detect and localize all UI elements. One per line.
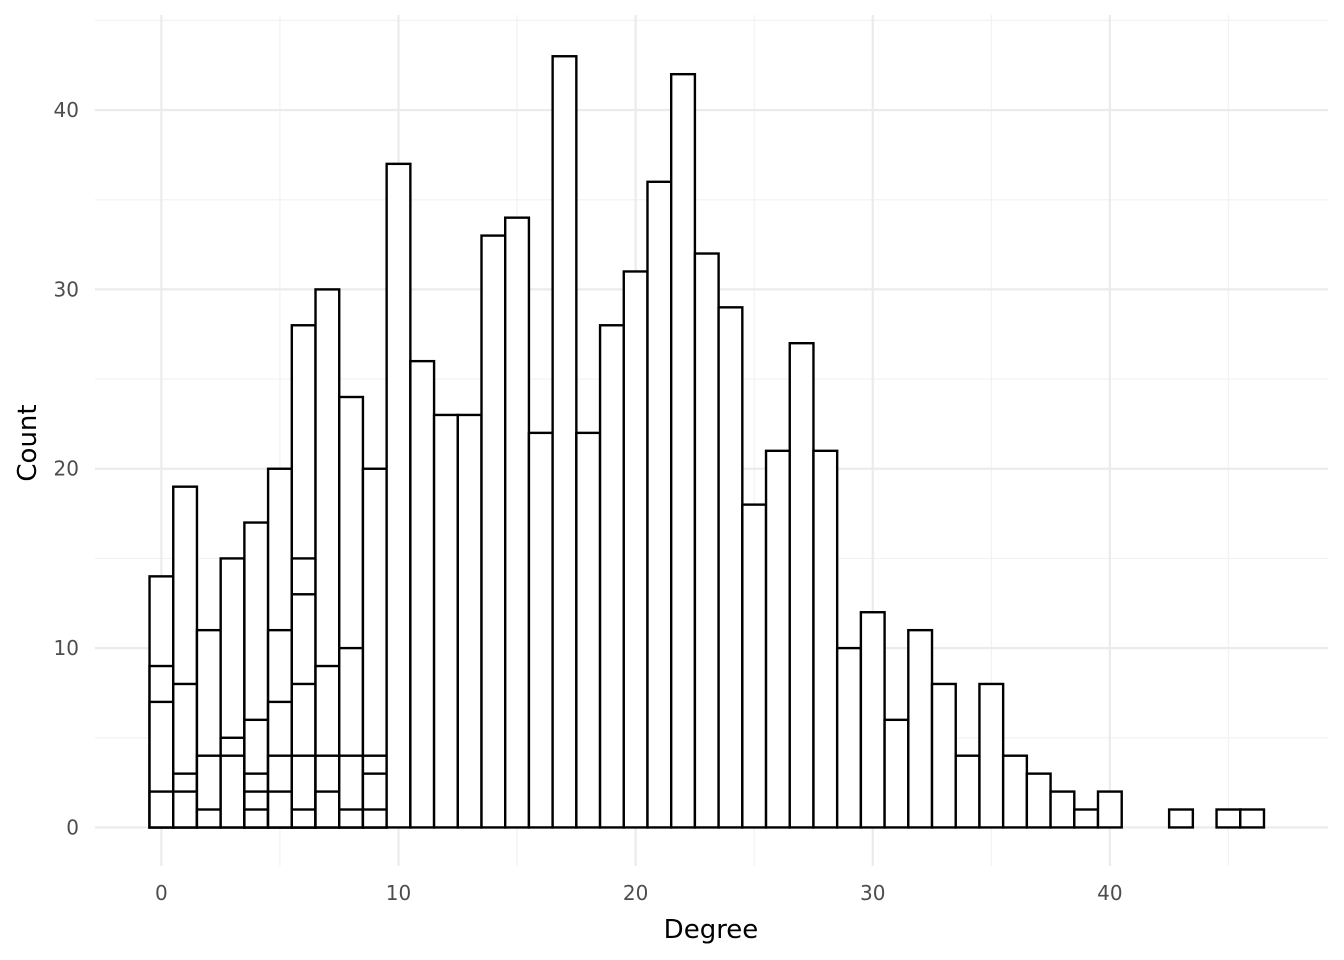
histogram-bar bbox=[266, 790, 294, 829]
histogram-bar bbox=[1073, 808, 1100, 829]
x-axis-title: Degree bbox=[664, 915, 759, 945]
histogram-bar bbox=[551, 55, 578, 829]
histogram-bar bbox=[361, 808, 388, 829]
histogram-bar bbox=[385, 162, 412, 829]
histogram-bar bbox=[788, 342, 815, 829]
histogram-bar bbox=[456, 413, 483, 829]
histogram-bar bbox=[954, 754, 981, 829]
histogram-bar bbox=[883, 718, 910, 829]
y-tick-label: 20 bbox=[54, 457, 79, 481]
histogram-bar bbox=[1239, 808, 1266, 829]
histogram-bar bbox=[148, 790, 175, 829]
histogram-bar bbox=[741, 503, 768, 829]
histogram-bar bbox=[622, 270, 649, 829]
x-tick-label: 40 bbox=[1097, 881, 1122, 905]
histogram-bar bbox=[907, 628, 934, 829]
histogram-bar bbox=[195, 808, 222, 829]
histogram-bar bbox=[717, 306, 744, 829]
histogram-bar bbox=[598, 324, 625, 829]
histogram-bar bbox=[409, 359, 436, 829]
histogram-bar bbox=[835, 646, 863, 829]
histogram-bar bbox=[219, 754, 246, 829]
histogram-bars bbox=[148, 55, 1266, 829]
histogram-bar bbox=[1215, 808, 1242, 829]
histogram-bar bbox=[172, 790, 199, 829]
y-tick-label: 40 bbox=[54, 98, 79, 122]
y-axis-tick-labels: 0 10 20 30 40 bbox=[54, 98, 79, 839]
histogram-bar bbox=[669, 72, 697, 829]
histogram-bar bbox=[1167, 808, 1195, 829]
histogram-bar bbox=[859, 611, 886, 829]
histogram-bar bbox=[1049, 790, 1076, 829]
histogram-bar bbox=[432, 413, 459, 829]
y-axis-title: Count bbox=[13, 404, 43, 481]
x-tick-label: 30 bbox=[860, 881, 885, 905]
histogram-bar bbox=[1001, 754, 1029, 829]
histogram-bar bbox=[1025, 772, 1052, 829]
histogram-bar bbox=[693, 252, 720, 829]
x-tick-label: 0 bbox=[155, 881, 168, 905]
histogram-bar bbox=[930, 682, 957, 829]
histogram-bar bbox=[575, 431, 602, 829]
histogram-bar bbox=[978, 682, 1005, 829]
y-tick-label: 10 bbox=[54, 636, 79, 660]
histogram-bar bbox=[764, 449, 791, 829]
y-tick-label: 30 bbox=[54, 277, 79, 301]
histogram-bar bbox=[527, 431, 554, 829]
histogram-bar bbox=[504, 216, 531, 829]
histogram-bar bbox=[480, 234, 507, 829]
histogram-bar bbox=[338, 808, 365, 829]
histogram-bar bbox=[243, 808, 270, 829]
x-tick-label: 10 bbox=[386, 881, 411, 905]
x-tick-label: 20 bbox=[623, 881, 648, 905]
histogram-bar bbox=[646, 180, 673, 829]
histogram-bar bbox=[314, 790, 341, 829]
x-axis-tick-labels: 0 10 20 30 40 bbox=[155, 881, 1123, 905]
histogram-bar bbox=[290, 808, 317, 829]
histogram-bar bbox=[812, 449, 839, 829]
histogram-bar bbox=[1096, 790, 1123, 829]
y-tick-label: 0 bbox=[66, 815, 79, 839]
